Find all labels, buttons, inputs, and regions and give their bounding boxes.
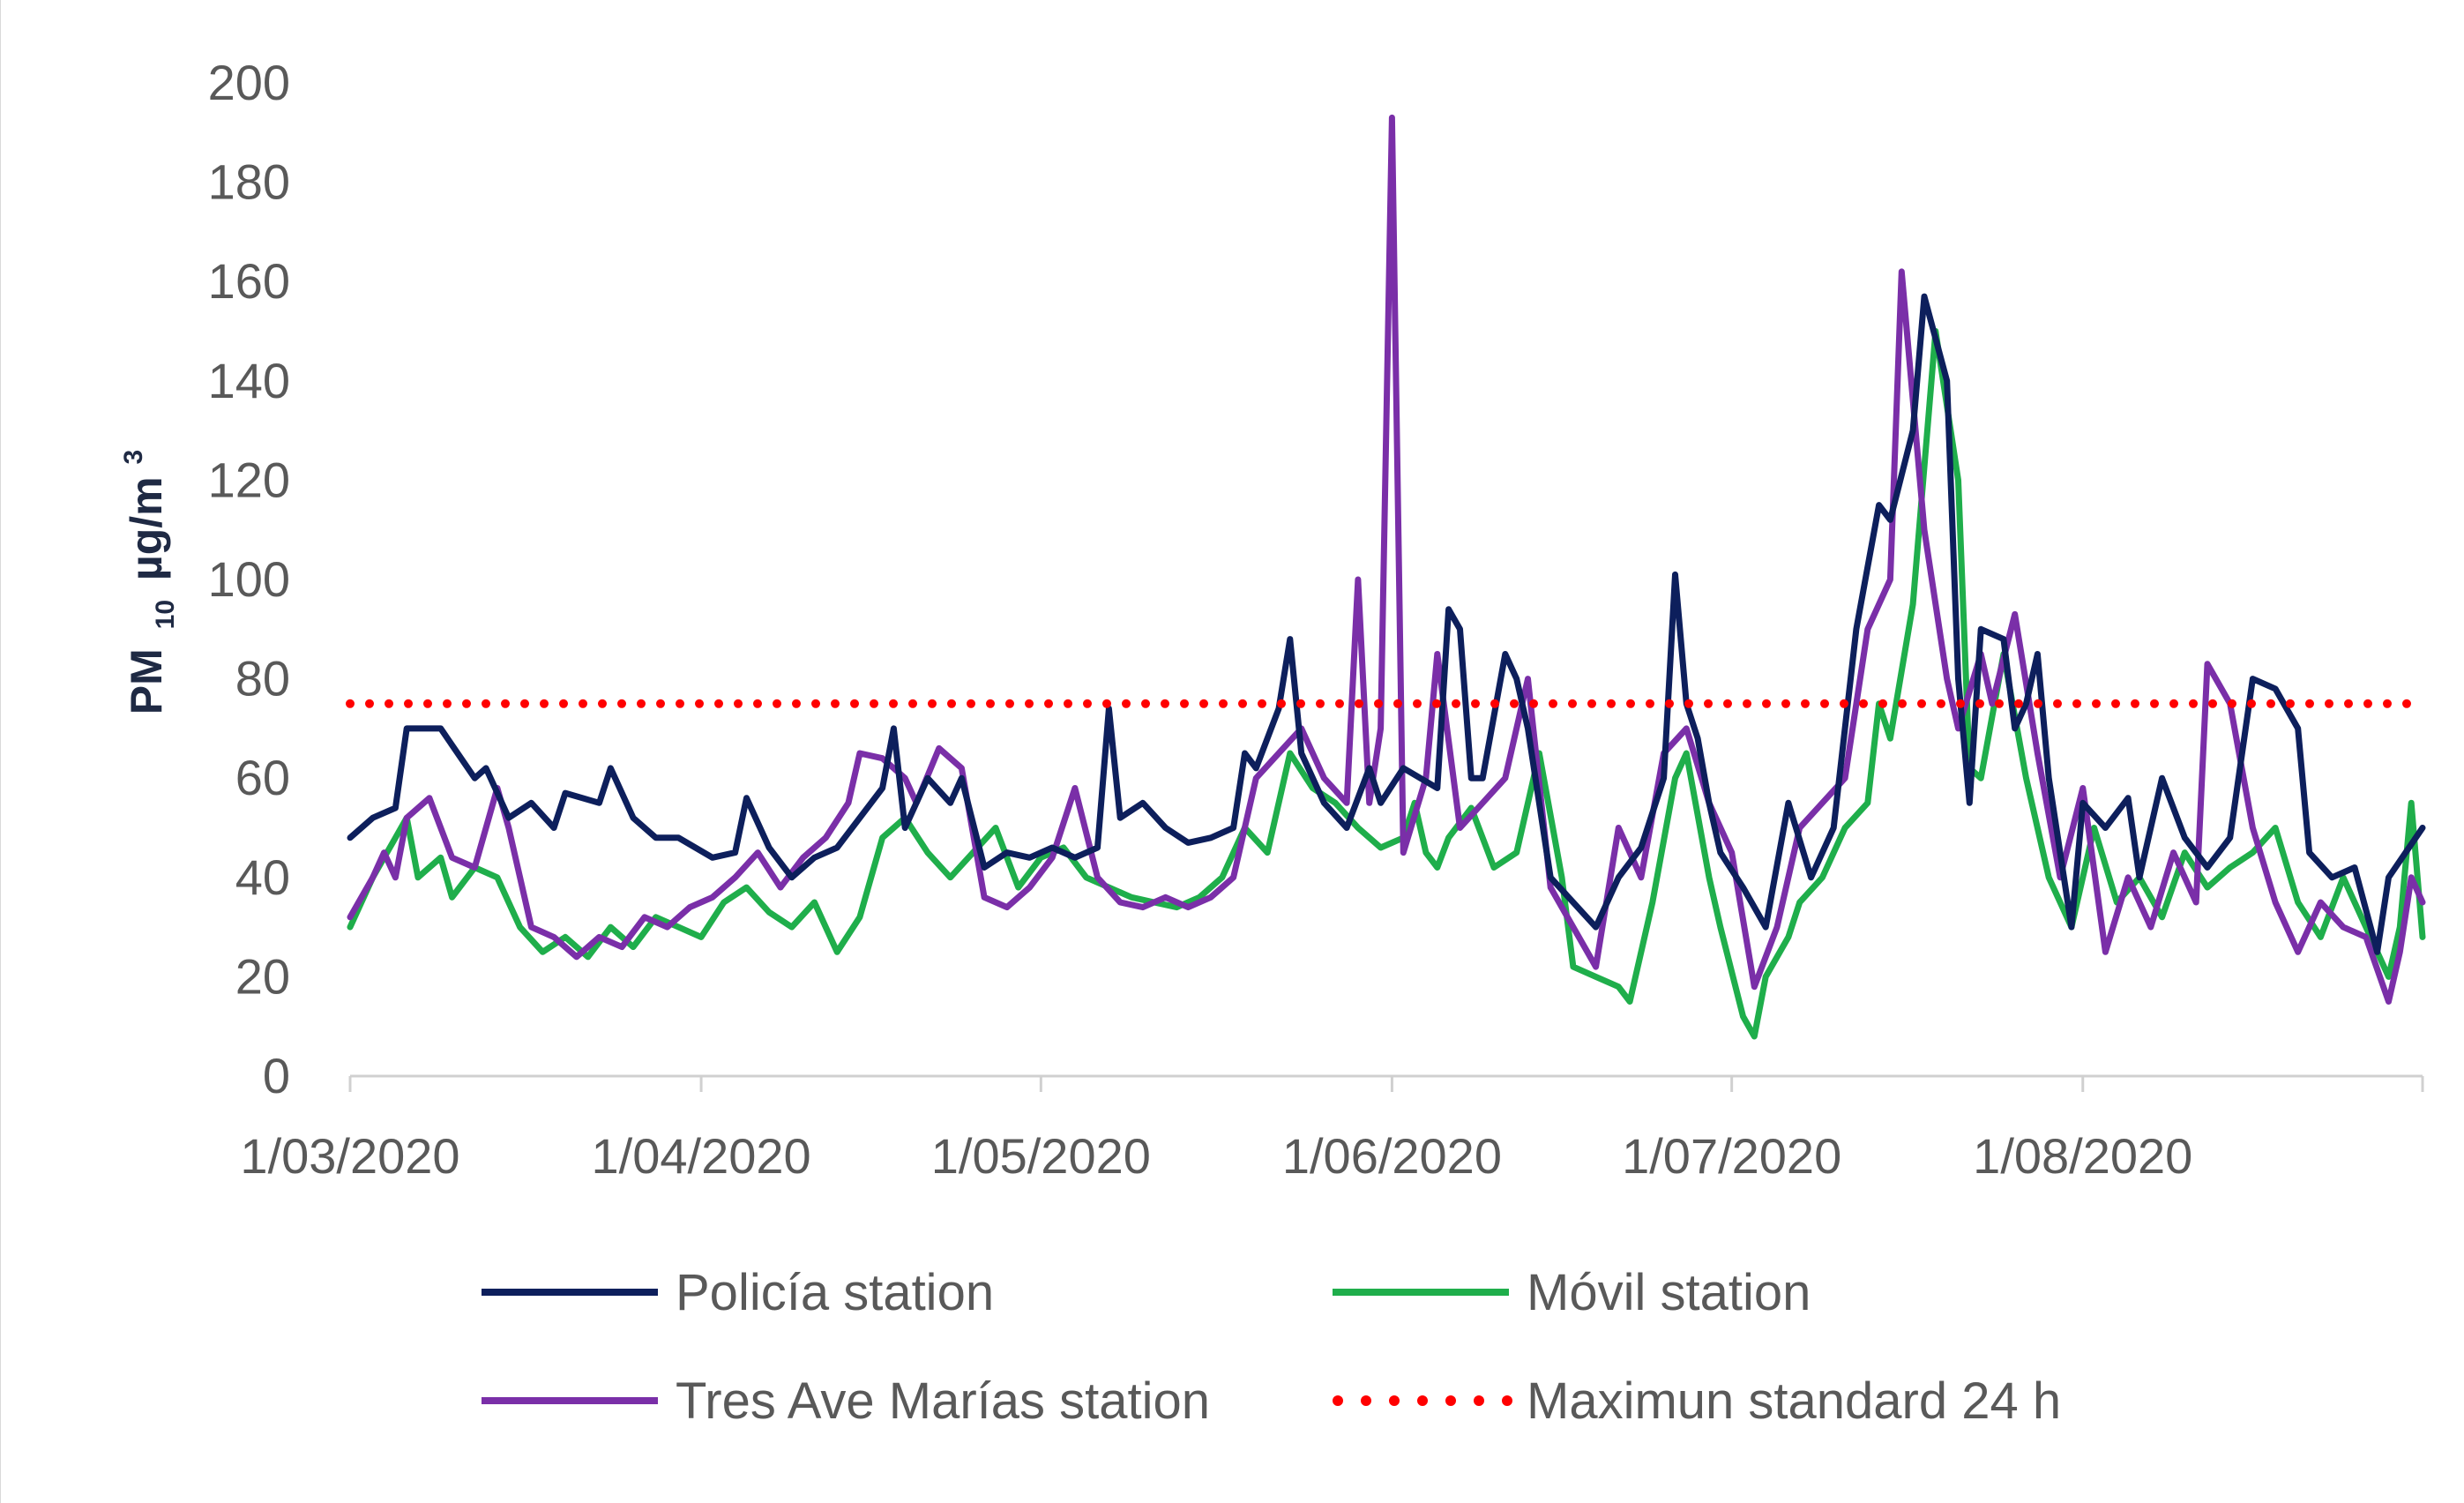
- legend-label: Móvil station: [1527, 1264, 1811, 1321]
- series-layer: [346, 114, 2427, 1040]
- svg-text:PM 10 µg/m: PM 10 µg/m 3: [119, 450, 183, 714]
- y-axis-title-unit: µg/m: [122, 476, 171, 580]
- x-tick-label: 1/08/2020: [1973, 1128, 2192, 1184]
- legend-item-movil-station: Móvil station: [1333, 1264, 1811, 1321]
- y-tick-label: 100: [208, 551, 290, 607]
- x-tick-label: 1/05/2020: [931, 1128, 1151, 1184]
- legend-item-policia-station: Policía station: [482, 1264, 994, 1321]
- legend-label: Tres Ave Marías station: [676, 1372, 1210, 1430]
- y-tick-label: 180: [208, 154, 290, 210]
- y-tick-label: 120: [208, 452, 290, 507]
- x-tick-label: 1/07/2020: [1622, 1128, 1841, 1184]
- y-axis-title-sub: 10: [151, 600, 180, 629]
- y-tick-labels: 0 20 40 60 80 100 120 140 160 180 200: [208, 55, 290, 1103]
- legend-label: Maximun standard 24 h: [1527, 1372, 2061, 1430]
- series-line-tres-ave-marias-station: [347, 114, 2426, 1005]
- legend-label: Policía station: [676, 1264, 994, 1321]
- y-tick-label: 80: [235, 651, 290, 707]
- legend-item-tres-ave-marias-station: Tres Ave Marías station: [482, 1372, 1210, 1430]
- legend: Policía station Móvil station Tres Ave Mar…: [482, 1264, 2061, 1430]
- x-axis: 1/03/2020 1/04/2020 1/05/2020 1/06/2020 1/07…: [240, 1074, 2424, 1184]
- y-tick-label: 200: [208, 55, 290, 110]
- x-tick-label: 1/04/2020: [592, 1128, 811, 1184]
- x-tick-label: 1/06/2020: [1282, 1128, 1502, 1184]
- series-line-policia-station: [347, 293, 2426, 955]
- legend-item-maximun-standard-24-h: Maximun standard 24 h: [1333, 1372, 2061, 1430]
- y-axis-title-sup: 3: [119, 450, 148, 465]
- y-tick-label: 20: [235, 948, 290, 1004]
- y-tick-label: 0: [263, 1048, 290, 1103]
- y-tick-label: 60: [235, 750, 290, 805]
- x-tick-label: 1/03/2020: [240, 1128, 459, 1184]
- y-axis-title-main: PM: [122, 648, 171, 714]
- y-tick-label: 160: [208, 253, 290, 309]
- y-axis-title: PM 10 µg/m 3: [119, 450, 183, 714]
- y-tick-label: 140: [208, 353, 290, 408]
- y-tick-label: 40: [235, 849, 290, 905]
